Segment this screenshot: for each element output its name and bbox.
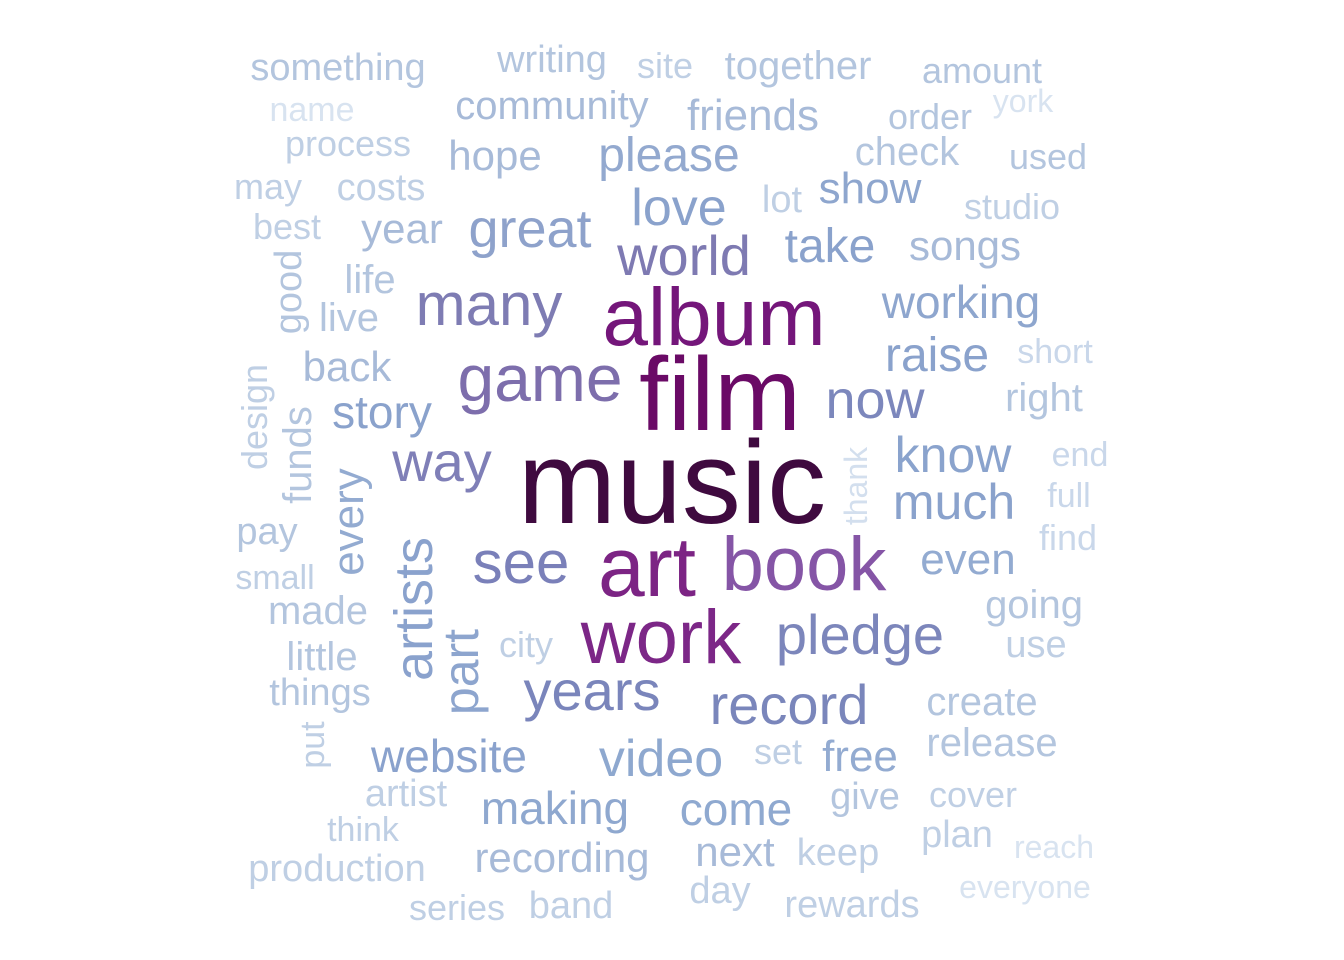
word-small: small — [235, 559, 315, 597]
word-going: going — [985, 583, 1083, 627]
word-please: please — [598, 129, 740, 182]
word-recording: recording — [474, 834, 650, 881]
word-now: now — [825, 370, 925, 430]
word-good: good — [268, 249, 310, 335]
word-many: many — [415, 271, 563, 338]
word-keep: keep — [796, 832, 880, 874]
word-every: every — [324, 468, 373, 576]
word-together: together — [724, 44, 872, 88]
word-music: music — [517, 417, 827, 549]
word-reach: reach — [1013, 829, 1095, 865]
word-lot: lot — [761, 179, 803, 221]
word-york: york — [992, 83, 1054, 119]
word-year: year — [361, 205, 443, 252]
word-plan: plan — [921, 814, 993, 856]
word-years: years — [523, 659, 661, 722]
word-back: back — [302, 343, 392, 390]
word-making: making — [480, 782, 630, 834]
word-thank: thank — [838, 446, 874, 526]
word-day: day — [689, 870, 751, 912]
word-cover: cover — [928, 774, 1018, 815]
word-full: full — [1047, 477, 1091, 515]
word-rewards: rewards — [784, 884, 920, 926]
word-set: set — [753, 731, 803, 772]
word-free: free — [822, 732, 898, 781]
word-band: band — [528, 885, 614, 927]
word-funds: funds — [276, 406, 320, 504]
word-release: release — [926, 721, 1058, 765]
word-studio: studio — [963, 186, 1061, 227]
word-hope: hope — [448, 132, 542, 179]
word-find: find — [1038, 517, 1098, 558]
word-best: best — [252, 206, 322, 247]
word-may: may — [233, 166, 303, 207]
word-come: come — [679, 783, 793, 835]
word-pay: pay — [236, 511, 298, 553]
word-use: use — [1005, 624, 1067, 666]
word-art: art — [597, 520, 697, 614]
word-writing: writing — [497, 39, 607, 81]
word-working: working — [881, 276, 1041, 328]
word-great: great — [468, 199, 592, 259]
word-community: community — [455, 84, 649, 128]
word-work: work — [580, 595, 742, 680]
word-next: next — [695, 828, 775, 875]
word-film: film — [639, 337, 801, 453]
word-part: part — [433, 628, 489, 716]
word-made: made — [267, 589, 369, 633]
word-used: used — [1008, 136, 1088, 177]
word-take: take — [784, 220, 876, 273]
word-much: much — [892, 474, 1016, 530]
word-even: even — [920, 535, 1016, 584]
word-website: website — [371, 730, 527, 782]
word-raise: raise — [884, 329, 990, 382]
word-short: short — [1017, 333, 1093, 371]
word-city: city — [499, 624, 553, 665]
word-put: put — [294, 721, 332, 769]
word-little: little — [286, 635, 358, 679]
word-design: design — [234, 363, 275, 471]
word-love: love — [631, 179, 727, 237]
word-show: show — [818, 164, 922, 213]
word-friends: friends — [686, 91, 820, 140]
word-check: check — [854, 130, 960, 174]
word-costs: costs — [336, 167, 426, 209]
word-think: think — [327, 811, 399, 849]
word-way: way — [392, 430, 492, 493]
word-songs: songs — [908, 222, 1022, 269]
word-life: life — [344, 258, 396, 302]
word-see: see — [472, 529, 570, 596]
word-site: site — [636, 45, 694, 86]
word-know: know — [894, 427, 1012, 483]
word-album: album — [602, 272, 826, 363]
word-video: video — [598, 730, 724, 788]
word-name: name — [269, 91, 355, 129]
word-record: record — [709, 673, 869, 736]
word-end: end — [1051, 436, 1109, 474]
word-process: process — [284, 123, 412, 164]
word-create: create — [926, 680, 1038, 724]
word-things: things — [269, 672, 371, 714]
word-game: game — [457, 341, 623, 415]
word-everyone: everyone — [959, 869, 1091, 905]
word-give: give — [830, 776, 900, 818]
word-right: right — [1005, 376, 1083, 420]
word-order: order — [887, 96, 973, 137]
word-production: production — [248, 848, 426, 890]
word-amount: amount — [921, 50, 1043, 91]
word-story: story — [332, 386, 432, 438]
word-artist: artist — [364, 773, 448, 815]
word-book: book — [721, 522, 887, 607]
word-live: live — [318, 296, 380, 340]
word-pledge: pledge — [775, 603, 945, 666]
word-series: series — [408, 887, 506, 928]
word-world: world — [617, 224, 751, 287]
word-something: something — [250, 47, 426, 89]
